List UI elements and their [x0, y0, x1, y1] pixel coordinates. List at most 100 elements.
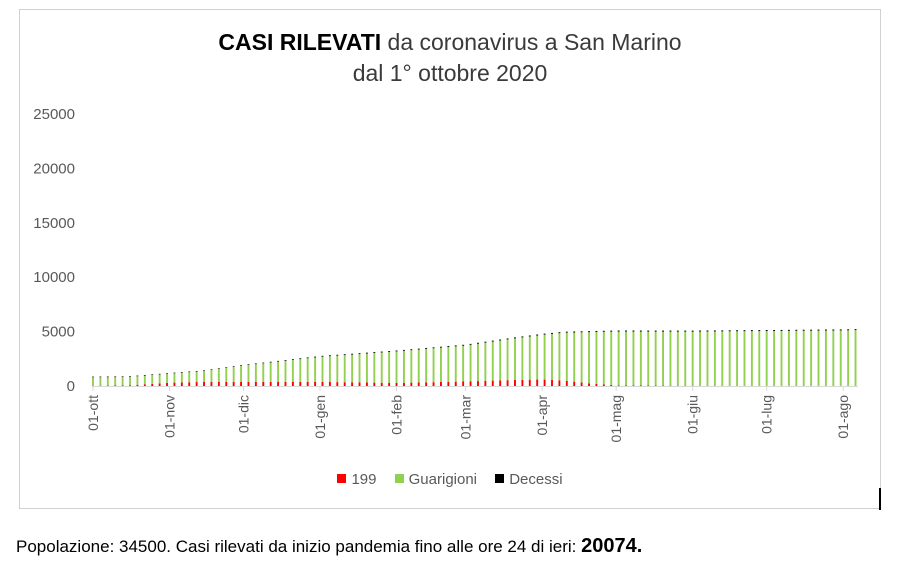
bar-segment-recovered	[565, 332, 568, 381]
bar-segment-active	[477, 381, 479, 386]
bar-segment-recovered	[365, 353, 368, 383]
bar-segment-recovered	[121, 376, 124, 386]
x-tick-label: 01-ott	[85, 395, 101, 431]
bar-segment-recovered	[225, 367, 228, 382]
bar-segment-deaths	[232, 366, 235, 367]
bar-segment-deaths	[580, 331, 583, 333]
x-tick-label: 01-mar	[458, 395, 474, 440]
bar-segment-recovered	[484, 342, 487, 381]
bar-segment-deaths	[343, 354, 346, 356]
bar-segment-recovered	[262, 363, 265, 382]
x-tick: 01-mag	[608, 386, 624, 442]
bar-segment-deaths	[180, 372, 183, 373]
y-tick-label: 20000	[33, 160, 75, 177]
legend-item-recovered: Guarigioni	[394, 471, 477, 488]
chart-frame	[19, 9, 881, 509]
bar-segment-deaths	[536, 334, 539, 336]
bar-segment-active	[173, 382, 176, 386]
bar-segment-deaths	[203, 370, 205, 372]
bar-segment-active	[328, 382, 331, 386]
bar-segment-recovered	[92, 377, 94, 386]
bar-segment-recovered	[373, 352, 376, 383]
bar-segment-active	[203, 381, 205, 386]
bar-segment-recovered	[824, 330, 827, 386]
x-tick-label: 01-apr	[534, 395, 550, 436]
bar-segment-recovered	[351, 354, 354, 383]
bar-segment-active	[240, 381, 243, 386]
bar-segment-active	[151, 383, 154, 386]
x-tick: 01-nov	[162, 386, 178, 438]
bar-segment-recovered	[432, 348, 435, 383]
bar-segment-active	[514, 379, 516, 386]
bar-segment-active	[410, 382, 413, 386]
x-axis: 01-ott 01-nov 01-dic 01-gen 01-feb 01-mar 01-a…	[85, 386, 858, 442]
chart-title-rest: da coronavirus a San Marino	[381, 29, 682, 55]
bar-segment-recovered	[551, 333, 553, 380]
x-tick-label: 01-nov	[162, 395, 178, 438]
y-tick-label: 25000	[33, 106, 75, 123]
bar-segment-deaths	[773, 329, 776, 331]
footer-text: Popolazione: 34500. Casi rilevati da ini…	[16, 537, 582, 556]
bar-segment-recovered	[210, 369, 213, 382]
x-tick: 01-giu	[685, 386, 701, 434]
bar-segment-active	[425, 382, 428, 386]
bar-segment-recovered	[810, 330, 813, 386]
bar-segment-recovered	[758, 331, 761, 386]
bar-segment-recovered	[328, 356, 331, 383]
bar-segment-deaths	[484, 341, 487, 343]
bar-group	[92, 329, 857, 387]
bar-segment-active	[306, 381, 309, 386]
bar-segment-deaths	[787, 329, 790, 331]
bar-segment-deaths	[321, 355, 324, 357]
bar-segment-deaths	[810, 329, 813, 331]
x-tick: 01-ott	[85, 386, 101, 431]
bar-segment-recovered	[343, 355, 346, 383]
bar-segment-recovered	[713, 331, 716, 386]
x-tick-label: 01-gen	[312, 395, 328, 439]
bar-segment-deaths	[602, 330, 605, 332]
bar-segment-deaths	[854, 329, 857, 331]
bar-segment-recovered	[765, 331, 768, 386]
bar-segment-recovered	[143, 375, 146, 385]
x-tick: 01-dic	[236, 386, 252, 433]
bar-segment-deaths	[380, 351, 383, 353]
bar-segment-recovered	[558, 333, 561, 381]
bar-segment-deaths	[506, 338, 509, 340]
bar-segment-active	[484, 380, 487, 386]
x-tick-label: 01-lug	[759, 395, 775, 434]
bar-segment-deaths	[469, 343, 472, 345]
bar-segment-active	[321, 381, 324, 386]
bar-segment-recovered	[180, 372, 183, 383]
bar-segment-active	[336, 382, 339, 386]
bar-segment-recovered	[691, 331, 694, 386]
bar-segment-deaths	[106, 376, 109, 378]
bar-segment-recovered	[477, 343, 479, 382]
bar-segment-active	[232, 381, 235, 386]
bar-segment-recovered	[736, 331, 739, 386]
bar-segment-recovered	[676, 331, 679, 386]
bar-segment-deaths	[654, 330, 657, 332]
bar-segment-active	[247, 381, 250, 386]
bar-segment-deaths	[240, 365, 243, 366]
bar-segment-recovered	[195, 371, 198, 383]
bar-segment-deaths	[277, 360, 280, 362]
bar-segment-deaths	[565, 331, 568, 333]
bar-segment-active	[395, 382, 398, 386]
bar-segment-recovered	[151, 374, 154, 384]
bar-segment-recovered	[388, 351, 391, 383]
bar-segment-recovered	[654, 331, 657, 386]
bar-segment-recovered	[847, 330, 850, 386]
bar-segment-recovered	[543, 334, 546, 380]
bar-segment-recovered	[277, 361, 280, 382]
x-tick: 01-ago	[835, 386, 851, 439]
bar-segment-active	[447, 381, 450, 386]
bar-segment-recovered	[699, 331, 702, 386]
x-tick: 01-gen	[312, 386, 328, 439]
bar-segment-deaths	[691, 330, 694, 332]
bar-segment-active	[106, 385, 109, 387]
x-tick: 01-lug	[759, 386, 775, 434]
bar-segment-recovered	[462, 345, 465, 382]
bar-segment-recovered	[402, 350, 405, 383]
bar-segment-recovered	[521, 337, 524, 380]
bar-segment-recovered	[625, 331, 627, 386]
